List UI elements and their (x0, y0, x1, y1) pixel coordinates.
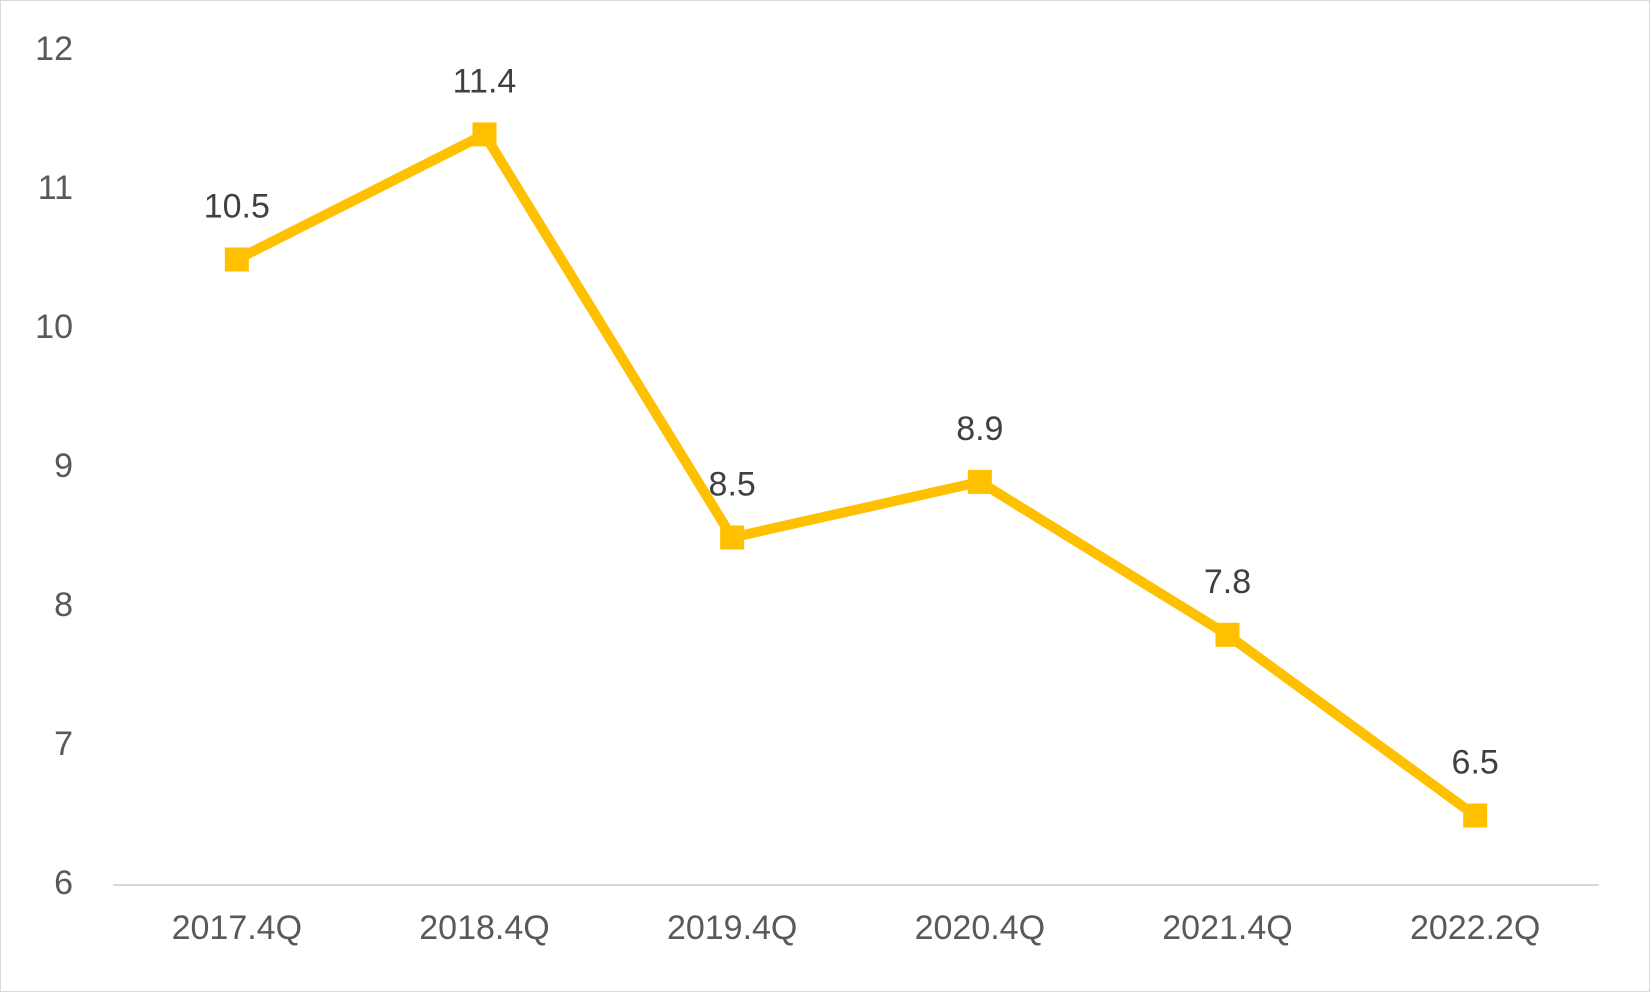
data-point-marker (224, 247, 249, 272)
data-label: 8.5 (709, 466, 756, 504)
y-axis-tick-labels: 6 7 8 9 10 11 12 (35, 30, 73, 902)
x-tick-label: 2019.4Q (667, 909, 797, 947)
data-label: 11.4 (453, 62, 517, 100)
y-tick-label: 11 (38, 169, 73, 207)
data-point-marker (1463, 803, 1488, 828)
y-tick-label: 7 (54, 725, 73, 763)
data-label: 10.5 (204, 188, 270, 226)
data-point-marker (472, 122, 497, 147)
x-axis-tick-labels: 2017.4Q 2018.4Q 2019.4Q 2020.4Q 2021.4Q 2022.… (172, 909, 1541, 947)
y-tick-label: 8 (54, 586, 73, 624)
series-markers (224, 122, 1488, 828)
data-labels: 10.5 11.4 8.5 8.9 7.8 6.5 (204, 62, 1499, 781)
data-point-marker (1215, 622, 1240, 647)
y-tick-label: 9 (54, 447, 73, 485)
data-label: 8.9 (956, 410, 1003, 448)
x-tick-label: 2020.4Q (915, 909, 1045, 947)
y-tick-label: 6 (54, 864, 73, 902)
y-tick-label: 10 (35, 308, 73, 346)
x-tick-label: 2022.2Q (1410, 909, 1540, 947)
data-point-marker (967, 469, 992, 494)
series-line (234, 127, 1479, 820)
x-tick-label: 2021.4Q (1162, 909, 1292, 947)
y-tick-label: 12 (35, 30, 73, 68)
data-label: 7.8 (1204, 563, 1251, 601)
data-label: 6.5 (1452, 744, 1499, 782)
data-point-marker (720, 525, 745, 550)
x-tick-label: 2017.4Q (172, 909, 302, 947)
x-tick-label: 2018.4Q (419, 909, 549, 947)
